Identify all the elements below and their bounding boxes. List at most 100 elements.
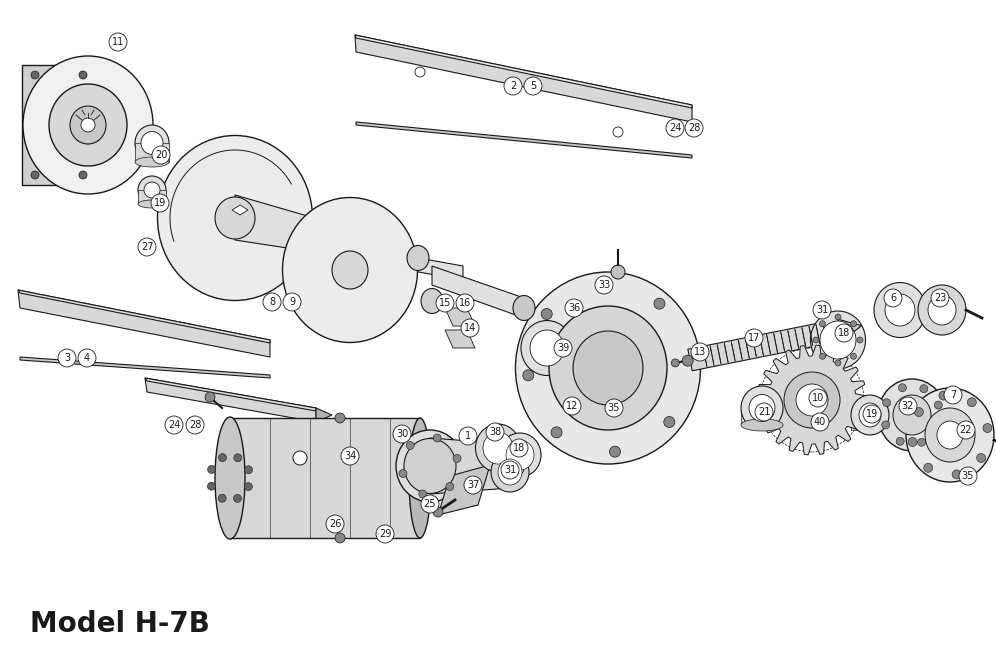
Circle shape xyxy=(851,321,857,327)
Polygon shape xyxy=(688,319,843,371)
Polygon shape xyxy=(445,330,475,348)
Circle shape xyxy=(908,438,917,446)
Polygon shape xyxy=(22,65,96,185)
Circle shape xyxy=(293,451,307,465)
Circle shape xyxy=(967,397,976,407)
Ellipse shape xyxy=(937,421,963,449)
Ellipse shape xyxy=(851,395,889,435)
Ellipse shape xyxy=(530,330,564,366)
Circle shape xyxy=(234,454,242,462)
Text: 36: 36 xyxy=(568,303,580,313)
Circle shape xyxy=(78,349,96,367)
Ellipse shape xyxy=(516,272,700,464)
Ellipse shape xyxy=(81,118,95,132)
Circle shape xyxy=(406,442,414,450)
Ellipse shape xyxy=(506,440,534,470)
Circle shape xyxy=(461,319,479,337)
Circle shape xyxy=(79,171,87,179)
Text: 28: 28 xyxy=(688,123,700,133)
Circle shape xyxy=(433,507,443,517)
Ellipse shape xyxy=(509,448,526,476)
Text: 27: 27 xyxy=(140,242,153,252)
Text: 4: 4 xyxy=(84,353,90,363)
Circle shape xyxy=(486,423,504,441)
Ellipse shape xyxy=(475,424,521,472)
Ellipse shape xyxy=(498,459,522,485)
Ellipse shape xyxy=(885,294,915,326)
Circle shape xyxy=(595,276,613,294)
Circle shape xyxy=(504,77,522,95)
Text: 39: 39 xyxy=(557,343,569,353)
Text: 16: 16 xyxy=(459,298,471,308)
Circle shape xyxy=(605,399,623,417)
Circle shape xyxy=(436,294,454,312)
Ellipse shape xyxy=(396,430,464,502)
Circle shape xyxy=(666,119,684,137)
Circle shape xyxy=(205,392,215,402)
Circle shape xyxy=(959,467,977,485)
Text: 1: 1 xyxy=(465,431,471,441)
Circle shape xyxy=(263,293,281,311)
Polygon shape xyxy=(355,35,692,122)
Text: 6: 6 xyxy=(890,293,896,303)
Circle shape xyxy=(415,67,425,77)
Circle shape xyxy=(186,416,204,434)
Circle shape xyxy=(58,349,76,367)
Circle shape xyxy=(811,413,829,431)
Circle shape xyxy=(896,438,904,446)
Text: 9: 9 xyxy=(289,297,295,307)
Text: 35: 35 xyxy=(608,403,621,413)
Circle shape xyxy=(459,427,477,445)
Ellipse shape xyxy=(138,200,166,208)
Ellipse shape xyxy=(928,295,956,325)
Circle shape xyxy=(109,33,127,51)
Circle shape xyxy=(835,324,853,342)
Circle shape xyxy=(920,385,928,393)
Circle shape xyxy=(944,386,962,404)
Text: Model H-7B: Model H-7B xyxy=(30,610,210,638)
Circle shape xyxy=(899,397,917,415)
Polygon shape xyxy=(145,378,316,411)
Text: 17: 17 xyxy=(748,333,760,343)
Circle shape xyxy=(541,309,552,319)
Ellipse shape xyxy=(141,132,163,154)
Circle shape xyxy=(835,360,841,366)
Circle shape xyxy=(809,389,827,407)
Circle shape xyxy=(233,494,241,502)
Ellipse shape xyxy=(906,388,994,482)
Text: 8: 8 xyxy=(269,297,275,307)
Text: 19: 19 xyxy=(866,409,878,419)
Circle shape xyxy=(283,293,301,311)
Circle shape xyxy=(813,301,831,319)
Text: 31: 31 xyxy=(816,305,828,315)
Circle shape xyxy=(914,407,923,417)
Circle shape xyxy=(835,314,841,320)
Circle shape xyxy=(523,370,534,381)
Text: 30: 30 xyxy=(395,429,408,439)
Ellipse shape xyxy=(573,331,643,405)
Text: 37: 37 xyxy=(467,480,479,490)
Polygon shape xyxy=(230,418,420,538)
Text: 38: 38 xyxy=(489,427,501,437)
Circle shape xyxy=(881,421,889,429)
Circle shape xyxy=(501,461,519,479)
Text: 12: 12 xyxy=(566,401,579,411)
Circle shape xyxy=(165,416,183,434)
Circle shape xyxy=(151,194,169,212)
Circle shape xyxy=(745,329,763,347)
Circle shape xyxy=(611,265,625,279)
Polygon shape xyxy=(235,195,418,268)
Circle shape xyxy=(207,466,215,474)
Ellipse shape xyxy=(483,432,513,464)
Ellipse shape xyxy=(878,379,946,451)
Text: 11: 11 xyxy=(112,37,124,47)
Circle shape xyxy=(218,494,226,502)
Ellipse shape xyxy=(741,386,783,430)
Ellipse shape xyxy=(144,182,160,198)
Circle shape xyxy=(820,321,826,327)
Polygon shape xyxy=(18,290,270,343)
Ellipse shape xyxy=(549,306,667,430)
Text: 19: 19 xyxy=(153,198,166,208)
Ellipse shape xyxy=(70,106,106,144)
Polygon shape xyxy=(355,35,692,108)
